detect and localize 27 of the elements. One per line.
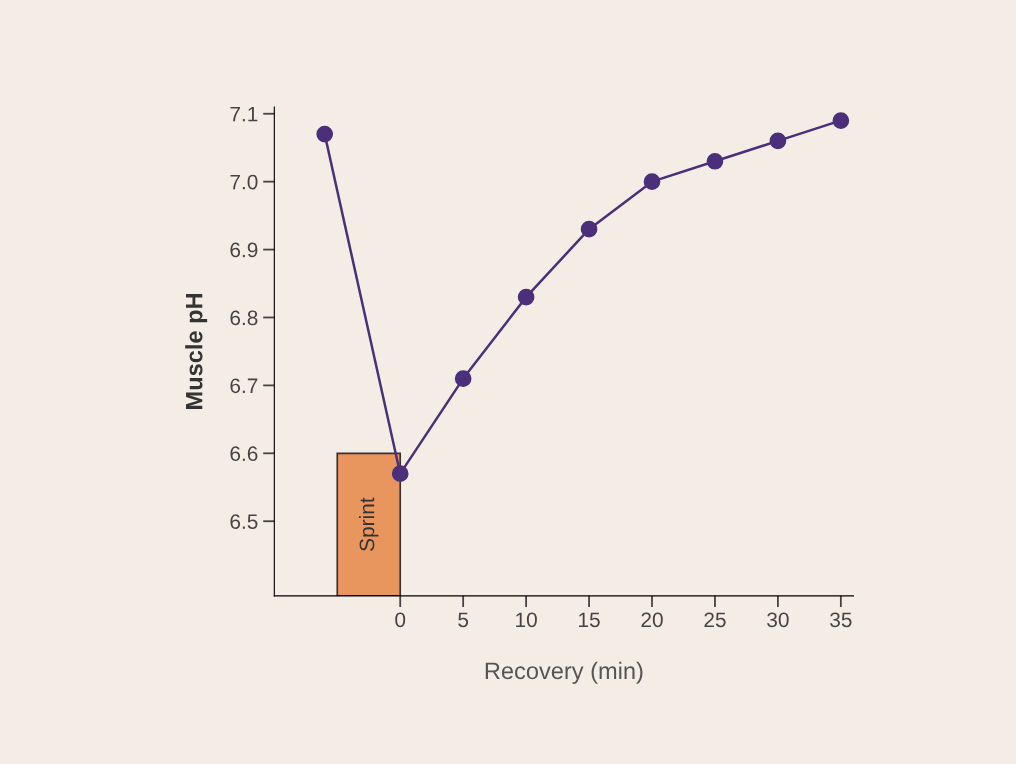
- y-tick-label: 6.6: [230, 446, 258, 462]
- y-tick-label: 6.7: [230, 378, 258, 394]
- point: [517, 288, 535, 306]
- series-label: Sprint: [359, 497, 379, 551]
- x-tick-label: 10: [516, 612, 537, 628]
- x-tick-label: 5: [458, 612, 469, 628]
- x-tick-label: 20: [641, 612, 663, 628]
- x-axis-title: Recovery (min): [485, 661, 643, 684]
- x-tick-label: 0: [395, 612, 406, 628]
- x-tick-label: 25: [704, 612, 726, 628]
- point: [580, 220, 598, 238]
- y-tick-label: 6.5: [230, 514, 258, 529]
- x-tick-label: 15: [579, 612, 600, 628]
- point: [316, 125, 334, 143]
- y-tick-label: 7.1: [230, 106, 258, 122]
- y-tick-label: 7.0: [230, 174, 258, 190]
- y-tick-label: 6.9: [230, 242, 258, 258]
- point: [769, 132, 787, 150]
- point: [832, 112, 850, 129]
- x-tick-label: 35: [830, 612, 852, 628]
- y-axis-title: Muscle pH: [185, 293, 208, 409]
- y-tick-label: 6.8: [230, 310, 258, 326]
- x-tick-label: 30: [767, 612, 789, 628]
- point: [391, 465, 409, 483]
- point: [454, 370, 472, 387]
- point: [706, 152, 724, 170]
- point: [643, 173, 661, 190]
